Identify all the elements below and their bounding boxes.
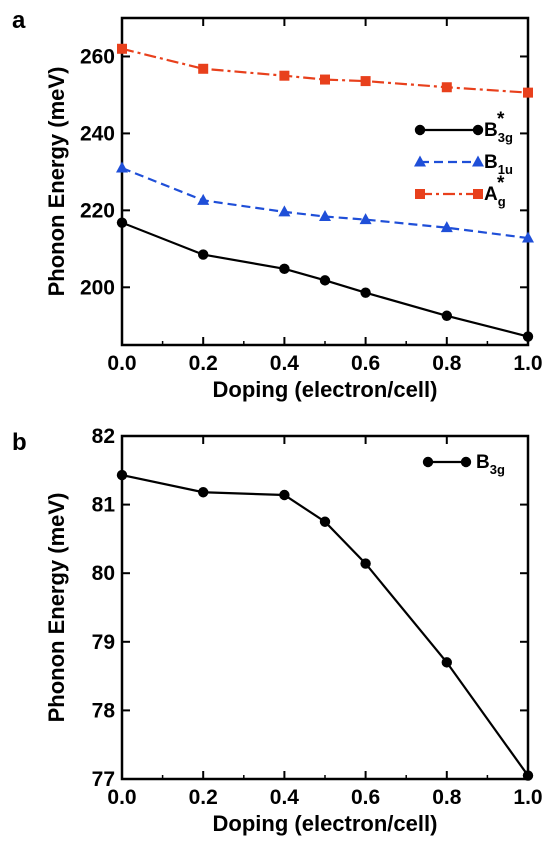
x-tick-label: 0.0 (107, 786, 136, 809)
legend-label: Ag (484, 184, 506, 209)
x-axis-title: Doping (electron/cell) (213, 377, 438, 402)
legend-sup: * (497, 173, 505, 194)
legend-marker (415, 189, 425, 199)
data-point (523, 87, 533, 98)
data-point (320, 74, 330, 85)
series-Ag* (117, 43, 533, 98)
data-point (198, 63, 209, 74)
series-line (121, 47, 529, 94)
y-axis-title: Phonon Energy (meV) (44, 67, 69, 297)
data-point (116, 161, 128, 173)
panel-label: b (12, 429, 27, 456)
y-tick-label: 78 (92, 699, 116, 722)
legend-entry: B3g* (414, 109, 513, 145)
data-point (360, 287, 371, 298)
data-point (522, 331, 534, 342)
legend-entry: B1u (414, 152, 513, 177)
x-tick-label: 0.8 (432, 352, 462, 375)
data-point (198, 249, 209, 260)
data-point (198, 487, 209, 498)
y-tick-label: 220 (80, 199, 115, 222)
legend-marker (460, 456, 472, 468)
series-B3g (116, 469, 534, 781)
x-tick-label: 0.6 (351, 352, 380, 375)
series-B3g* (116, 217, 534, 342)
legend-sup: * (497, 109, 505, 130)
y-axis-title: Phonon Energy (meV) (44, 493, 69, 723)
data-point (279, 70, 290, 81)
y-tick-label: 260 (80, 45, 115, 68)
data-point (279, 263, 290, 275)
x-tick-label: 0.6 (351, 786, 380, 809)
data-point (441, 310, 452, 321)
data-point (360, 558, 371, 569)
x-tick-label: 0.4 (270, 352, 300, 375)
legend-marker (414, 124, 426, 136)
data-point (319, 275, 331, 286)
y-tick-label: 79 (92, 631, 115, 654)
legend-marker (473, 189, 483, 199)
legend-entry: B3g (422, 452, 505, 477)
x-tick-label: 0.8 (432, 786, 462, 809)
data-point (441, 657, 452, 668)
data-point (116, 217, 128, 228)
x-tick-label: 0.4 (270, 786, 300, 809)
data-point (441, 82, 452, 93)
x-axis-title: Doping (electron/cell) (213, 811, 438, 836)
panel-label: a (12, 7, 26, 34)
y-tick-label: 240 (80, 122, 115, 145)
legend-entry: Ag* (415, 173, 506, 209)
legend-label: B1u (484, 152, 513, 177)
data-point (522, 231, 534, 243)
legend-label: B3g (476, 452, 505, 477)
data-point (197, 193, 210, 205)
plot-frame (120, 16, 530, 347)
data-point (522, 770, 534, 781)
panel-b: b 0.0 0.2 0.4 0.6 0.8 1.0 77 78 79 80 81 82 Doping (e… (12, 425, 543, 836)
legend-marker (414, 155, 426, 167)
x-tick-label: 0.2 (189, 786, 218, 809)
x-tick-label: 1.0 (513, 786, 542, 809)
x-tick-label: 1.0 (513, 352, 542, 375)
legend-label: B3g (484, 120, 513, 145)
x-tick-label: 0.0 (107, 352, 136, 375)
series-line (121, 167, 529, 240)
data-point (319, 210, 331, 222)
y-tick-label: 77 (92, 768, 115, 791)
y-tick-label: 80 (92, 562, 115, 585)
y-tick-label: 81 (92, 494, 116, 517)
legend-marker (472, 124, 484, 136)
y-tick-label: 200 (80, 276, 115, 299)
data-point (360, 76, 371, 87)
series-B1u (116, 161, 534, 243)
data-point (440, 221, 453, 233)
data-point (279, 489, 290, 501)
data-point (359, 213, 372, 225)
legend-marker (472, 155, 484, 167)
data-point (319, 516, 331, 527)
x-tick-label: 0.2 (189, 352, 218, 375)
data-point (278, 205, 291, 217)
data-point (117, 43, 127, 54)
legend-marker (422, 456, 434, 468)
y-tick-label: 82 (92, 425, 115, 448)
data-point (116, 469, 128, 481)
panel-a: a 0.0 0.2 0.4 0.6 0.8 1.0 200 220 240 260 Doping (e… (12, 7, 543, 402)
